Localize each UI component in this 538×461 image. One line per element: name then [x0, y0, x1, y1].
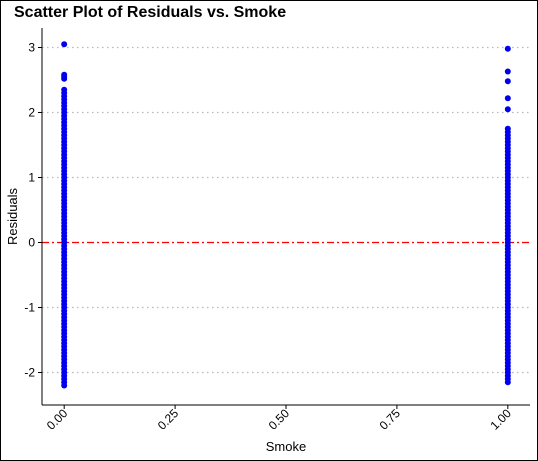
data-point — [504, 95, 511, 102]
y-axis-title: Residuals — [5, 187, 20, 245]
y-tick-label: 2 — [28, 106, 35, 120]
x-tick-label: 0.00 — [44, 406, 71, 433]
grid-lines — [42, 46, 530, 374]
axes — [38, 28, 530, 409]
data-point — [504, 78, 511, 85]
chart-title: Scatter Plot of Residuals vs. Smoke — [14, 4, 287, 21]
data-point — [61, 41, 68, 48]
y-tick-label: 0 — [28, 236, 35, 250]
x-tick-label: 0.25 — [155, 406, 182, 433]
data-point — [504, 379, 511, 386]
y-tick-label: -1 — [24, 301, 35, 315]
y-tick-label: 1 — [28, 171, 35, 185]
data-point — [504, 68, 511, 75]
data-point — [61, 382, 68, 389]
x-axis-title: Smoke — [266, 439, 306, 454]
tick-labels: -2 -1 0 1 2 3 0.00 0.25 0.50 0.75 1.00 — [24, 41, 514, 433]
data-point — [504, 106, 511, 113]
x-tick-label: 1.00 — [488, 406, 515, 433]
data-points — [61, 41, 511, 389]
x-tick-label: 0.50 — [266, 406, 293, 433]
data-point — [61, 75, 68, 82]
x-tick-label: 0.75 — [377, 406, 404, 433]
y-tick-label: 3 — [28, 41, 35, 55]
data-point — [504, 45, 511, 52]
y-tick-label: -2 — [24, 366, 35, 380]
